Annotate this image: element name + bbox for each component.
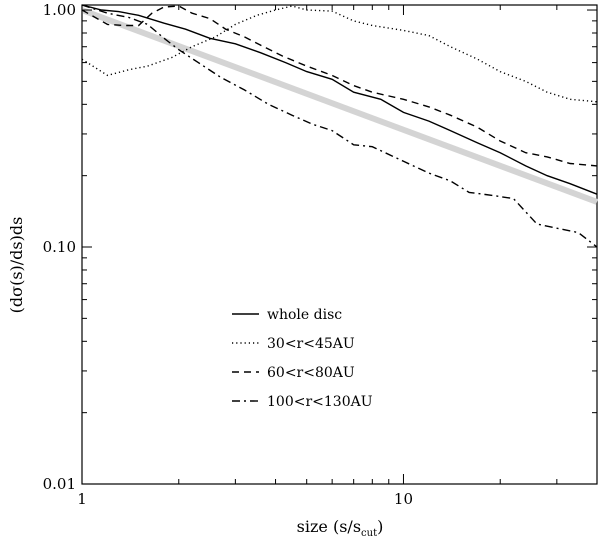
series-line-0 <box>81 4 598 195</box>
y-tick-label: 0.01 <box>43 475 76 493</box>
series-line-3 <box>81 4 598 248</box>
x-axis-label-main: size (s/s <box>297 517 361 536</box>
plot-border <box>81 4 598 485</box>
legend-label-1: 30<r<45AU <box>267 336 355 352</box>
reference-line-layer <box>80 7 599 205</box>
series-line-2 <box>81 5 598 167</box>
x-tick-label: 1 <box>77 490 87 508</box>
plot-frame <box>81 4 598 485</box>
x-axis-label-close: ) <box>377 517 383 536</box>
legend: whole disc 30<r<45AU 60<r<80AU 100<r<130AU <box>232 307 373 410</box>
legend-label-0: whole disc <box>267 307 342 323</box>
y-tick-label: 0.10 <box>43 238 76 256</box>
x-tick-label: 10 <box>394 490 413 508</box>
x-axis-label: size (s/scut) <box>297 517 384 539</box>
axis-layer: 1 10 0.01 0.10 1.00 <box>43 1 598 508</box>
legend-label-3: 100<r<130AU <box>267 394 373 410</box>
x-axis-label-subscript: cut <box>361 528 377 539</box>
series-layer <box>81 4 598 248</box>
y-axis-label: (dσ(s)/ds)ds <box>7 217 26 314</box>
legend-label-2: 60<r<80AU <box>267 365 355 381</box>
y-tick-label: 1.00 <box>43 1 76 19</box>
series-line-1 <box>81 5 598 103</box>
reference-power-law-line <box>80 7 599 205</box>
